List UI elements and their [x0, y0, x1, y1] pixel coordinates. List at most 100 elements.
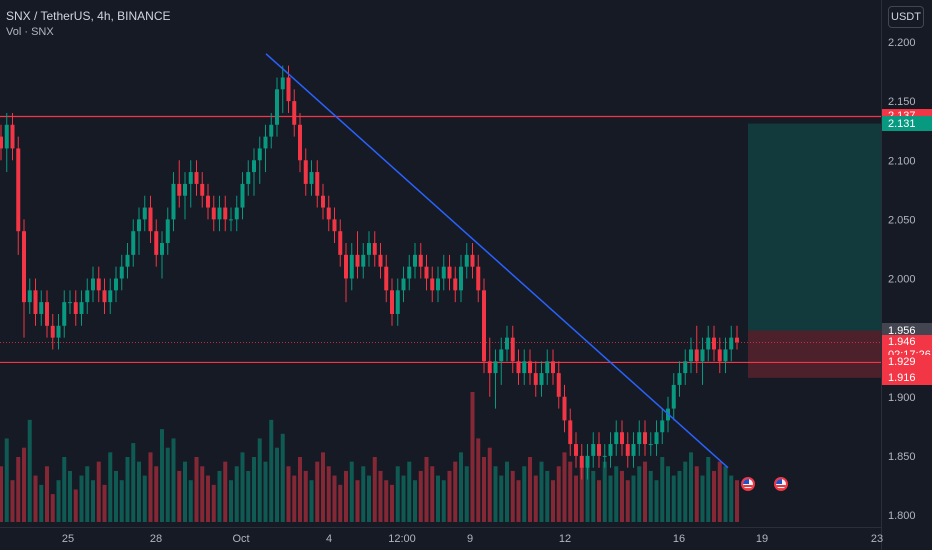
volume-bar [326, 466, 331, 522]
time-axis-label: 12 [559, 533, 571, 545]
volume-bar [568, 461, 573, 522]
candle-body [39, 302, 44, 314]
volume-bar [114, 470, 118, 522]
volume-bar [269, 419, 274, 522]
volume-bar [556, 466, 561, 522]
price-axis-label: 2.000 [888, 274, 916, 286]
volume-bar [321, 452, 325, 522]
price-axis-label: 2.200 [888, 37, 916, 49]
candle-body [142, 207, 147, 220]
candle-body [286, 77, 291, 102]
candle-body [441, 266, 446, 279]
candle-body [303, 160, 308, 184]
candle-body [131, 231, 136, 255]
price-axis-label: 1.800 [888, 510, 916, 522]
candle-body [292, 101, 297, 125]
candle-body [332, 219, 337, 232]
time-axis-label: 25 [62, 533, 74, 545]
time-axis-label: 12:00 [388, 533, 416, 545]
candle-body [27, 290, 32, 303]
candle-body [568, 420, 573, 445]
candle-body [516, 361, 521, 374]
loss-zone [748, 330, 881, 378]
volume-bar [528, 457, 532, 522]
candle-body [321, 195, 325, 208]
time-axis-label: 9 [467, 533, 473, 545]
volume-bar [62, 457, 67, 522]
volume-bar [119, 480, 124, 522]
time-axis-label: 19 [756, 533, 768, 545]
volume-bar [666, 466, 670, 522]
volume-bar [608, 475, 613, 522]
volume-bar [108, 452, 113, 522]
us-flag-icon[interactable] [741, 477, 755, 491]
volume-bar [574, 475, 578, 522]
candle-body [114, 278, 118, 291]
support-price-tag: 1.929 [882, 354, 932, 370]
volume-bar [706, 457, 711, 522]
volume-bar [188, 480, 193, 522]
volume-bar [510, 470, 515, 522]
candle-body [539, 373, 544, 385]
volume-bar [516, 480, 521, 522]
volume-bar [257, 438, 262, 522]
volume-bar [700, 475, 705, 522]
candle-body [148, 207, 153, 232]
candle-body [689, 349, 693, 362]
us-flag-icon[interactable] [774, 477, 788, 491]
volume-bar [459, 452, 463, 522]
candle-body [735, 337, 739, 343]
volume-bar [309, 480, 314, 522]
candle-body [79, 302, 84, 314]
time-axis-label: 16 [673, 533, 685, 545]
volume-bar [562, 452, 567, 522]
volume-bar [441, 480, 446, 522]
volume-bar [671, 475, 676, 522]
candle-body [315, 172, 320, 196]
volume-bar [217, 470, 222, 522]
volume-indicator-label[interactable]: Vol · SNX [6, 26, 54, 38]
chart-legend: SNX / TetherUS, 4h, BINANCE Vol · SNX [6, 8, 171, 40]
candle-body [68, 302, 72, 304]
candle-body [631, 444, 636, 456]
volume-bar [367, 475, 371, 522]
volume-bar [620, 470, 624, 522]
candle-body [22, 231, 26, 303]
volume-bar [689, 452, 693, 522]
candle-body [729, 337, 734, 350]
candle-body [355, 254, 360, 267]
volume-bar [436, 475, 440, 522]
candle-body [597, 444, 601, 456]
volume-bar [637, 466, 642, 522]
candle-body [269, 124, 274, 137]
candle-body [361, 254, 366, 267]
candle-body [459, 266, 463, 291]
candle-body [206, 195, 210, 208]
volume-bar [211, 484, 216, 522]
candle-body [102, 290, 107, 303]
candle-body [677, 373, 682, 385]
candle-body [45, 302, 49, 326]
volume-bar [683, 461, 688, 522]
candle-body [470, 254, 475, 267]
candle-body [407, 266, 412, 279]
currency-button[interactable]: USDT [888, 6, 924, 28]
candle-body [430, 278, 435, 291]
volume-bar [177, 470, 182, 522]
volume-bar [413, 480, 417, 522]
volume-bar [137, 461, 141, 522]
volume-bar [332, 475, 337, 522]
volume-bar [424, 457, 429, 522]
volume-bar [631, 475, 636, 522]
volume-bar [68, 470, 72, 522]
candle-body [395, 290, 400, 314]
volume-bar [10, 480, 15, 522]
candle-body [119, 266, 124, 279]
symbol-title[interactable]: SNX / TetherUS, 4h, BINANCE [6, 9, 171, 23]
candle-body [263, 136, 268, 149]
candle-body [390, 290, 394, 314]
price-axis-label: 2.150 [888, 96, 916, 108]
volume-bar [522, 466, 527, 522]
candle-body [671, 384, 676, 409]
